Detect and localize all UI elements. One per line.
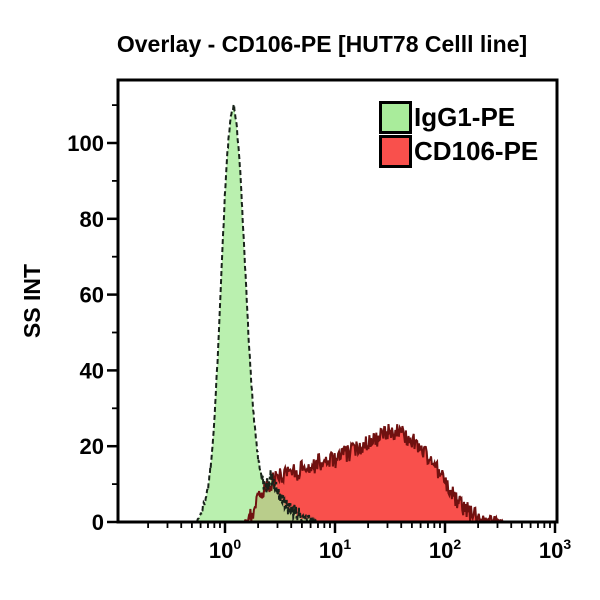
plot-frame: [116, 78, 559, 524]
series-igg1-pe-outline: [195, 101, 319, 522]
x-tick-label: 103: [539, 536, 571, 563]
y-tick-label: 40: [80, 358, 104, 383]
x-tick-label: 100: [209, 536, 241, 563]
y-tick-label: 20: [80, 434, 104, 459]
legend-item-igg1-pe: IgG1-PE: [379, 101, 538, 134]
series-cd106-pe-area: [244, 424, 505, 522]
legend: IgG1-PE CD106-PE: [379, 101, 538, 169]
legend-swatch-igg1-pe: [379, 101, 412, 134]
legend-label-igg1-pe: IgG1-PE: [414, 102, 516, 132]
legend-label-cd106-pe: CD106-PE: [414, 136, 539, 166]
y-tick-label: 100: [67, 131, 104, 156]
y-axis-title: SS INT: [19, 264, 45, 338]
series-igg1-pe-area: [196, 104, 318, 522]
chart-title: Overlay - CD106-PE [HUT78 Celll line]: [116, 31, 528, 57]
y-tick-label: 0: [92, 510, 104, 535]
series-cd106-pe-outline: [243, 423, 505, 522]
x-tick-label: 101: [319, 536, 351, 563]
y-tick-label: 80: [80, 207, 104, 232]
x-tick-label: 102: [429, 536, 461, 563]
y-tick-label: 60: [80, 283, 104, 308]
legend-item-cd106-pe: CD106-PE: [379, 135, 538, 168]
legend-swatch-cd106-pe: [379, 135, 412, 168]
